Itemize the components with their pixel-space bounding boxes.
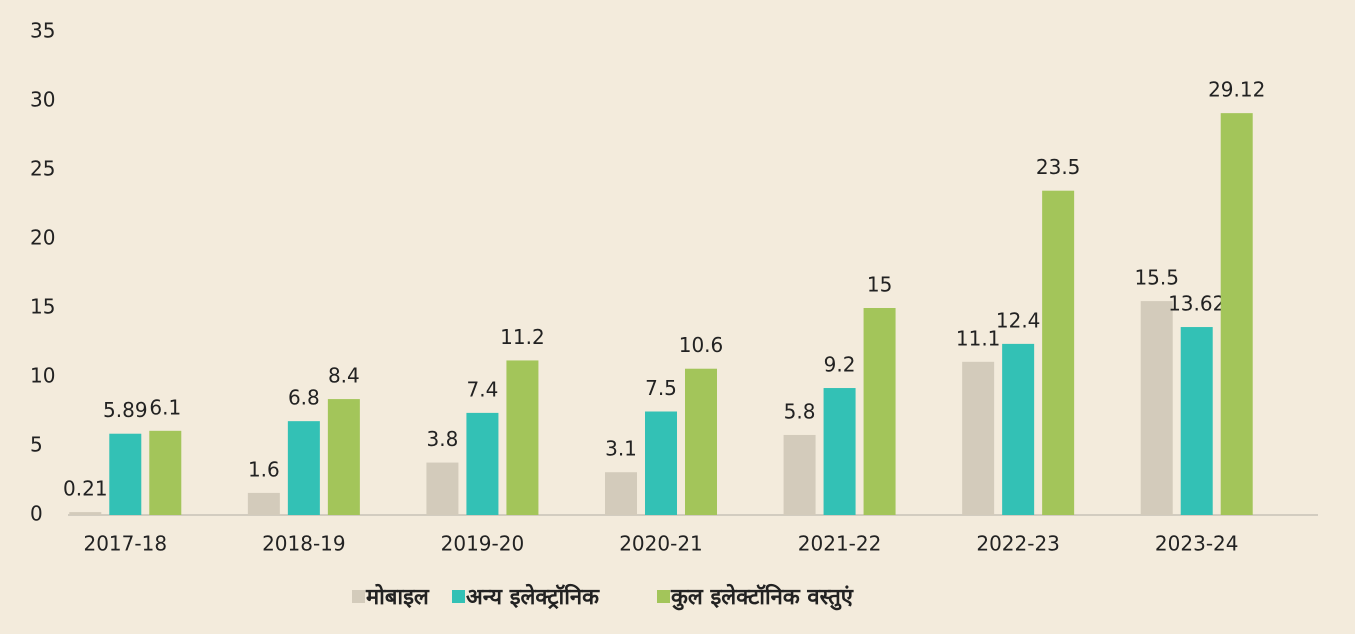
bar [247,492,280,515]
value-label: 12.4 [996,308,1041,332]
value-label: 23.5 [1036,155,1081,179]
bar [109,433,142,515]
y-tick-label: 20 [30,226,55,250]
x-tick-label: 2019-20 [441,532,525,556]
legend-swatch [657,590,670,603]
value-label: 11.1 [956,326,1001,350]
legend-swatch [452,590,465,603]
bar [69,512,102,515]
value-label: 7.5 [645,376,677,400]
legend-label: अन्य इलेक्ट्रॉनिक [466,583,600,610]
value-label: 9.2 [824,353,856,377]
value-label: 15 [867,273,892,297]
value-label: 0.21 [63,477,108,501]
value-label: 13.62 [1168,292,1225,316]
x-tick-label: 2023-24 [1155,532,1239,556]
bar [327,399,360,515]
value-label: 1.6 [248,457,280,481]
x-tick-label: 2018-19 [262,532,346,556]
bar [426,462,459,515]
y-tick-label: 0 [30,502,43,526]
bar [466,412,499,515]
x-tick-label: 2021-22 [798,532,882,556]
bar [1042,190,1075,515]
value-label: 3.1 [605,437,637,461]
y-tick-label: 30 [30,88,55,112]
value-label: 15.5 [1134,266,1179,290]
bar [783,434,816,515]
bar [1220,113,1253,516]
y-tick-label: 5 [30,433,43,457]
value-label: 7.4 [467,377,499,401]
bar [962,361,995,515]
bar [863,308,896,515]
y-tick-label: 15 [30,295,55,319]
y-tick-label: 10 [30,364,55,388]
value-label: 29.12 [1208,78,1265,102]
x-tick-label: 2022-23 [976,532,1060,556]
value-label: 8.4 [328,364,360,388]
bar [823,388,856,515]
bar [1140,301,1173,515]
value-label: 3.8 [427,427,459,451]
x-tick-label: 2017-18 [83,532,167,556]
value-label: 5.89 [103,398,148,422]
legend-swatch [352,590,365,603]
bar [1180,327,1213,515]
bar [1002,343,1035,515]
legend-label: कुल इलेक्टॉनिक वस्तुएं [670,583,854,611]
y-tick-label: 25 [30,157,55,181]
bar [506,360,539,515]
value-label: 6.1 [149,395,181,419]
y-tick-label: 35 [30,19,55,43]
x-tick-label: 2020-21 [619,532,703,556]
bar [685,368,717,515]
value-label: 10.6 [679,333,724,357]
value-label: 6.8 [288,386,320,410]
value-label: 11.2 [500,325,545,349]
bar [645,411,677,515]
legend-label: मोबाइल [365,583,430,610]
bar [605,472,637,515]
bar [287,421,320,515]
bar [149,430,182,515]
value-label: 5.8 [784,399,816,423]
